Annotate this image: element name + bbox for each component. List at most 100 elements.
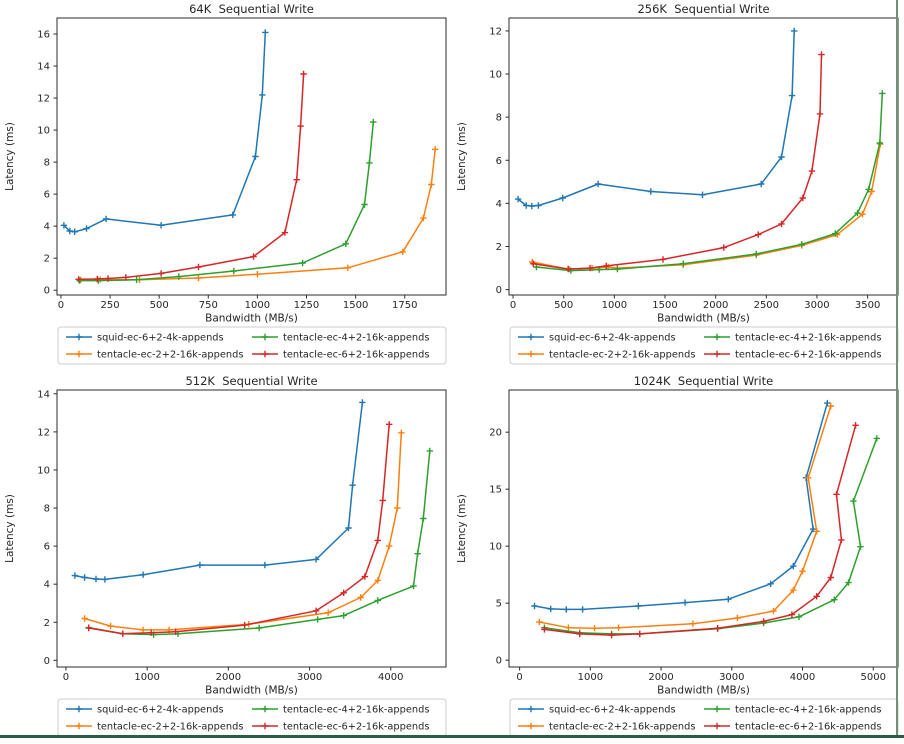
y-tick-label: 5	[496, 599, 502, 610]
series-markers-tentacle-ec-2+2-16k-appends	[536, 402, 834, 632]
series-line-tentacle-ec-2+2-16k-appends	[80, 149, 436, 281]
x-tick-label: 500	[554, 300, 573, 311]
legend-label: tentacle-ec-6+2-16k-appends	[283, 350, 429, 361]
x-tick-label: 0	[63, 672, 69, 683]
axes-frame	[508, 17, 899, 296]
series-markers-squid-ec-6+2-4k-appends	[71, 399, 366, 583]
legend-plus-marker	[527, 333, 535, 341]
legend-label: tentacle-ec-4+2-16k-appends	[735, 333, 881, 344]
legend-label: tentacle-ec-4+2-16k-appends	[283, 333, 429, 344]
legend-plus-marker	[261, 350, 269, 358]
series-line-tentacle-ec-2+2-16k-appends	[84, 432, 403, 631]
x-tick-label: 250	[100, 300, 119, 311]
x-tick-label: 1000	[578, 672, 603, 683]
legend-box	[509, 326, 899, 365]
y-tick-label: 8	[44, 158, 50, 169]
series-markers-squid-ec-6+2-4k-appends	[514, 27, 798, 210]
chart-canvas-256k: 0 500 1000 1500 2000 2500 3000 3500 0 2 4 6 8 10 12 256…	[456, 2, 899, 365]
series-markers-tentacle-ec-4+2-16k-appends	[85, 447, 433, 638]
y-tick-label: 12	[37, 427, 50, 438]
y-tick-label: 4	[496, 199, 502, 210]
legend-label: tentacle-ec-6+2-16k-appends	[735, 350, 881, 361]
y-tick-label: 2	[44, 254, 50, 265]
series-markers-tentacle-ec-4+2-16k-appends	[541, 435, 880, 638]
x-tick-label: 1250	[294, 300, 319, 311]
y-tick-label: 8	[44, 504, 50, 515]
axes-frame	[56, 17, 447, 296]
legend-label: tentacle-ec-6+2-16k-appends	[735, 722, 881, 733]
series-markers-tentacle-ec-6+2-16k-appends	[530, 51, 825, 273]
legend-plus-marker	[261, 722, 269, 730]
y-axis-label: Latency (ms)	[4, 494, 16, 563]
legend-plus-marker	[75, 333, 83, 341]
chart-title: 512K Sequential Write	[185, 374, 317, 388]
y-tick-label: 14	[37, 62, 50, 73]
x-tick-label: 4000	[790, 672, 815, 683]
legend-label: tentacle-ec-2+2-16k-appends	[549, 350, 695, 361]
x-tick-label: 1000	[245, 300, 270, 311]
series-line-squid-ec-6+2-4k-appends	[74, 402, 364, 581]
axes-frame	[56, 389, 447, 668]
x-tick-label: 3000	[804, 300, 829, 311]
legend-plus-marker	[713, 350, 721, 358]
y-tick-label: 2	[496, 242, 502, 253]
x-tick-label: 0	[510, 300, 516, 311]
legend-label: tentacle-ec-6+2-16k-appends	[283, 722, 429, 733]
legend-plus-marker	[713, 722, 721, 730]
y-tick-label: 10	[37, 126, 50, 137]
x-tick-label: 3000	[297, 672, 322, 683]
x-tick-label: 3000	[719, 672, 744, 683]
series-markers-tentacle-ec-4+2-16k-appends	[533, 90, 886, 274]
y-tick-label: 2	[44, 618, 50, 629]
x-tick-label: 2500	[754, 300, 779, 311]
series-line-tentacle-ec-4+2-16k-appends	[88, 450, 431, 636]
legend-label: tentacle-ec-2+2-16k-appends	[549, 722, 695, 733]
legend-label: squid-ec-6+2-4k-appends	[549, 333, 676, 344]
y-axis-label: Latency (ms)	[456, 494, 468, 563]
legend-label: tentacle-ec-2+2-16k-appends	[97, 722, 243, 733]
legend-plus-marker	[527, 722, 535, 730]
legend-plus-marker	[261, 333, 269, 341]
legend-label: squid-ec-6+2-4k-appends	[97, 333, 224, 344]
legend-plus-marker	[75, 705, 83, 713]
y-axis-label: Latency (ms)	[4, 122, 16, 191]
series-line-tentacle-ec-4+2-16k-appends	[544, 438, 878, 635]
series-markers-tentacle-ec-2+2-16k-appends	[77, 146, 439, 283]
x-tick-label: 1500	[343, 300, 368, 311]
y-tick-label: 4	[44, 580, 50, 591]
legend-plus-marker	[527, 705, 535, 713]
chart-panel-1024k-seq-write: 0 1000 2000 3000 4000 5000 0 5 10 15 20 1024K Seque…	[452, 372, 904, 744]
window-frame-bottom-border	[0, 735, 904, 738]
series-markers-tentacle-ec-6+2-16k-appends	[541, 422, 859, 639]
y-tick-label: 6	[496, 156, 502, 167]
legend-plus-marker	[75, 350, 83, 358]
x-tick-label: 2000	[703, 300, 728, 311]
chart-panel-512k-seq-write: 0 1000 2000 3000 4000 0 2 4 6 8 10 12 14 512K Sequent…	[0, 372, 452, 744]
y-tick-label: 0	[496, 656, 502, 667]
x-tick-label: 1750	[392, 300, 417, 311]
y-axis-label: Latency (ms)	[456, 122, 468, 191]
y-tick-label: 4	[44, 222, 50, 233]
chart-title: 1024K Sequential Write	[634, 374, 773, 388]
legend-plus-marker	[713, 705, 721, 713]
window-frame-right-border	[896, 0, 898, 737]
legend-plus-marker	[527, 350, 535, 358]
series-line-tentacle-ec-6+2-16k-appends	[533, 54, 823, 270]
chart-canvas-1024k: 0 1000 2000 3000 4000 5000 0 5 10 15 20 1024K Seque…	[456, 374, 899, 737]
series-markers-tentacle-ec-6+2-16k-appends	[85, 421, 393, 637]
y-tick-label: 0	[44, 286, 50, 297]
series-line-tentacle-ec-6+2-16k-appends	[88, 424, 390, 635]
x-tick-label: 4000	[378, 672, 403, 683]
x-tick-label: 0	[58, 300, 64, 311]
y-tick-label: 15	[489, 485, 502, 496]
series-line-squid-ec-6+2-4k-appends	[534, 402, 829, 611]
series-line-tentacle-ec-6+2-16k-appends	[78, 73, 305, 281]
chart-panel-256k-seq-write: 0 500 1000 1500 2000 2500 3000 3500 0 2 4 6 8 10 12 256…	[452, 0, 904, 372]
series-line-squid-ec-6+2-4k-appends	[63, 32, 267, 233]
y-tick-label: 0	[44, 656, 50, 667]
y-tick-label: 10	[489, 542, 502, 553]
y-tick-label: 16	[37, 30, 50, 41]
legend-label: tentacle-ec-2+2-16k-appends	[97, 350, 243, 361]
series-markers-tentacle-ec-2+2-16k-appends	[529, 140, 884, 273]
